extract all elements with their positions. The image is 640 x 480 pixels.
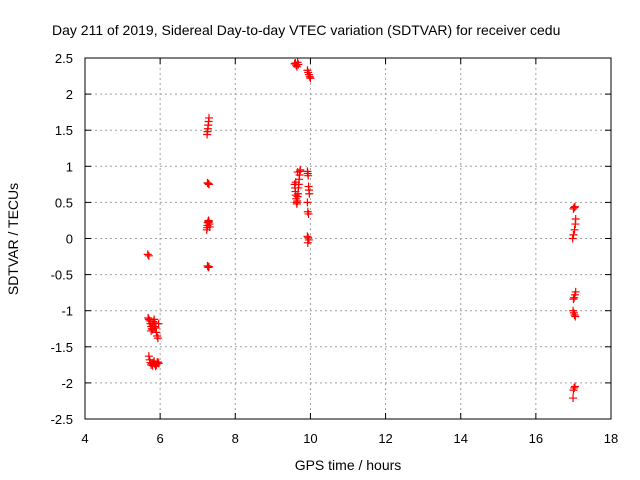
data-points [143, 58, 580, 403]
x-tick-label: 8 [232, 431, 239, 446]
y-tick-label: 1.5 [55, 123, 73, 138]
plot-frame [84, 57, 612, 420]
data-point [203, 261, 212, 270]
data-point [303, 198, 312, 207]
data-point [571, 220, 580, 229]
x-tick-label: 10 [303, 431, 317, 446]
data-point [570, 311, 579, 320]
y-tick-label: -1.5 [51, 340, 73, 355]
data-point [294, 60, 303, 69]
data-point [150, 322, 159, 331]
data-point [304, 209, 313, 218]
data-point [569, 295, 578, 304]
data-point [291, 178, 300, 187]
x-tick-labels: 4 6 8 10 12 14 16 18 [81, 431, 618, 446]
data-point [143, 250, 152, 259]
data-point [570, 225, 579, 234]
data-point [154, 319, 163, 328]
data-point [569, 394, 578, 403]
data-point [204, 263, 213, 272]
data-point [204, 180, 213, 189]
y-tick-label: -2.5 [51, 412, 73, 427]
x-tick-label: 18 [604, 431, 618, 446]
data-point [150, 315, 159, 324]
y-tick-label: 1 [66, 159, 73, 174]
y-tick-label: 0 [66, 232, 73, 247]
data-point [153, 357, 162, 366]
data-point [304, 171, 313, 180]
data-point [147, 326, 156, 335]
y-tick-label: -2 [61, 376, 73, 391]
x-tick-label: 16 [529, 431, 543, 446]
data-point [571, 312, 580, 321]
y-tick-label: -0.5 [51, 268, 73, 283]
data-point [569, 230, 578, 239]
y-tick-label: 2.5 [55, 51, 73, 66]
x-tick-label: 12 [378, 431, 392, 446]
y-tick-label: 0.5 [55, 195, 73, 210]
data-point [204, 113, 213, 122]
data-point [204, 262, 213, 271]
y-tick-label: -1 [61, 304, 73, 319]
y-tick-labels: -2.5 -2 -1.5 -1 -0.5 0 0.5 1 1.5 2 2.5 [51, 51, 73, 427]
data-point [305, 189, 314, 198]
x-tick-label: 4 [81, 431, 88, 446]
data-point [153, 334, 162, 343]
data-point [204, 179, 213, 188]
data-point [205, 222, 214, 231]
y-axis-label: SDTVAR / TECUs [5, 183, 21, 295]
data-point [571, 287, 580, 296]
data-point [154, 359, 163, 368]
data-point [570, 382, 579, 391]
data-point [305, 72, 314, 81]
chart-title: Day 211 of 2019, Sidereal Day-to-day VTE… [52, 22, 560, 38]
data-point [144, 352, 153, 361]
data-point [153, 358, 162, 367]
y-tick-label: 2 [66, 87, 73, 102]
x-tick-label: 14 [453, 431, 467, 446]
grid-lines [85, 58, 611, 419]
data-point [570, 383, 579, 392]
data-point [306, 74, 315, 83]
data-point [303, 238, 312, 247]
data-point [203, 178, 212, 187]
x-tick-label: 6 [157, 431, 164, 446]
x-axis-label: GPS time / hours [295, 457, 402, 473]
data-point [144, 251, 153, 260]
data-point [570, 203, 579, 212]
data-point [293, 168, 302, 177]
data-point [568, 234, 577, 243]
data-point [570, 202, 579, 211]
